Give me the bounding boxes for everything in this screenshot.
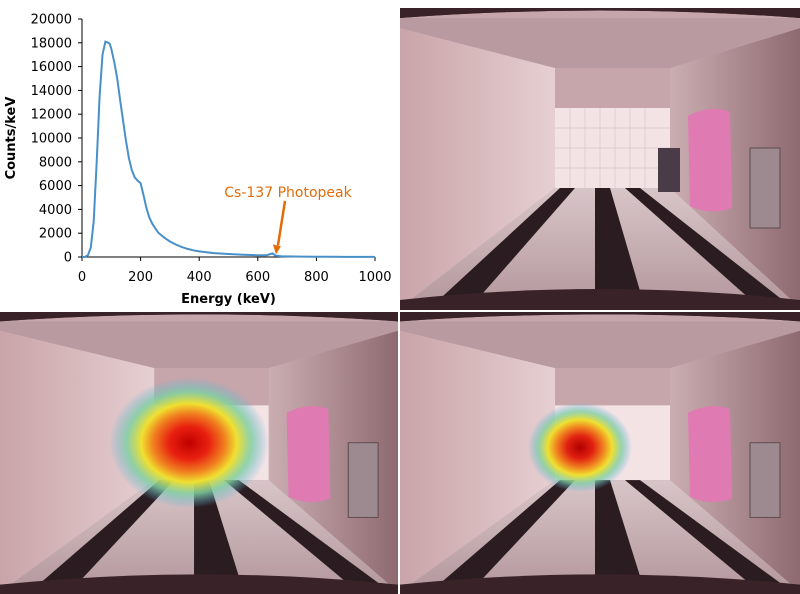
y-tick-label: 8000 (39, 155, 72, 170)
x-tick-label: 800 (304, 270, 329, 285)
room-photo-heatmap (0, 312, 398, 594)
radiation-heatmap (109, 377, 269, 509)
y-tick-label: 4000 (39, 203, 72, 218)
y-tick-label: 12000 (31, 108, 72, 123)
x-tick-label: 600 (245, 270, 270, 285)
y-tick-label: 20000 (31, 13, 72, 28)
y-tick-label: 6000 (39, 179, 72, 194)
y-tick-label: 10000 (31, 132, 72, 147)
photopeak-annotation: Cs-137 Photopeak (224, 185, 353, 255)
x-tick-labels: 0 200 400 600 800 1000 (78, 270, 392, 285)
energy-spectrum-chart: 0 2000 4000 6000 8000 10000 12000 14000 16000 180… (0, 0, 398, 310)
chart-canvas: 0200040006000800010000120001400016000180… (4, 13, 392, 308)
y-tick-label: 14000 (31, 84, 72, 99)
x-tick-label: 400 (187, 270, 212, 285)
x-tick-label: 1000 (358, 270, 391, 285)
y-tick-label: 2000 (39, 227, 72, 242)
camera-image-heatmap-small (400, 312, 800, 594)
photopeak-arrow (276, 200, 287, 246)
x-tick-label: 0 (78, 270, 86, 285)
room-photo-heatmap-refined (400, 312, 800, 594)
camera-image-raw (400, 8, 800, 310)
photopeak-annotation-text: Cs-137 Photopeak (224, 185, 352, 201)
axis-tick-marks (78, 18, 376, 261)
y-tick-label: 16000 (31, 60, 72, 75)
x-tick-label: 200 (128, 270, 153, 285)
camera-image-heatmap-large (0, 312, 398, 594)
y-tick-label: 18000 (31, 36, 72, 51)
radiation-heatmap-refined (528, 402, 632, 493)
y-axis-label: Counts/keV (4, 97, 19, 180)
photopeak-arrow-head (272, 244, 281, 255)
x-axis-label: Energy (keV) (181, 292, 276, 307)
room-photo (400, 8, 800, 310)
y-tick-label: 0 (64, 251, 72, 266)
spectrum-series-line (82, 40, 375, 258)
y-tick-labels: 0 2000 4000 6000 8000 10000 12000 14000 16000 180… (31, 13, 72, 266)
